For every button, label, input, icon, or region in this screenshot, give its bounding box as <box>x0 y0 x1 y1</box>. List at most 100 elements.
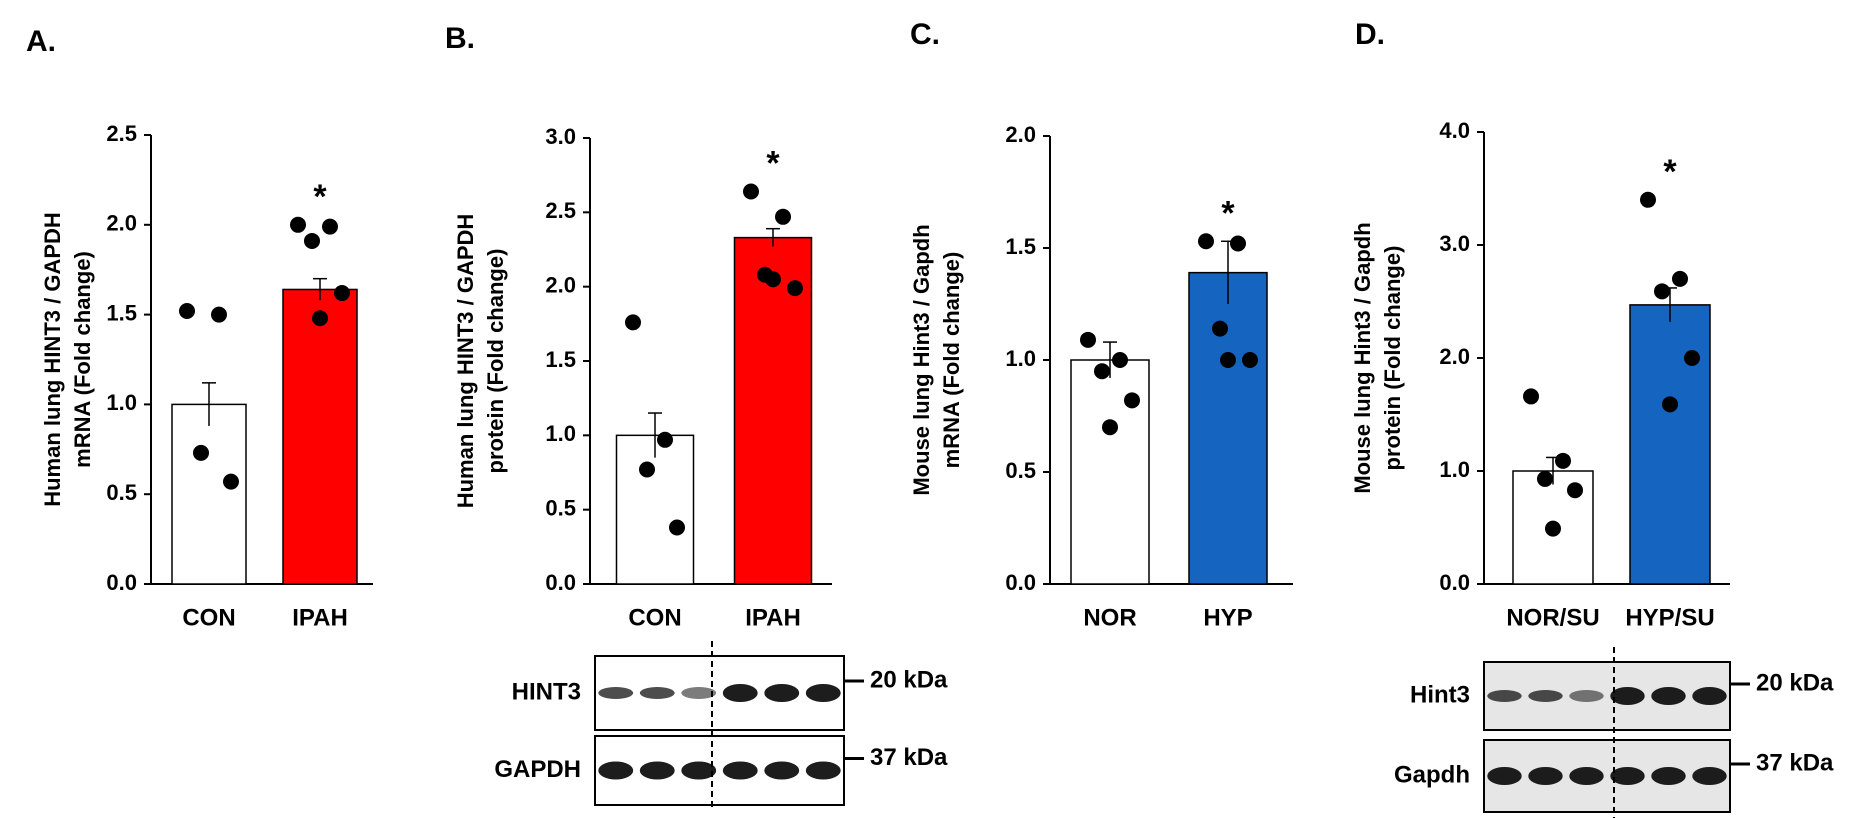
blot-band <box>722 684 758 702</box>
data-point <box>179 303 195 320</box>
blot-band <box>1692 687 1727 705</box>
data-point <box>1112 352 1128 368</box>
western-blot: Hint3 20 kDa Gapdh 37 kDa <box>1394 647 1834 818</box>
y-tick-label: 1.0 <box>545 421 576 446</box>
y-axis-label: mRNA (Fold change) <box>939 252 964 469</box>
y-tick-label: 1.5 <box>106 300 137 325</box>
blot-label: Gapdh <box>1394 761 1470 788</box>
significance-mark: * <box>766 145 780 183</box>
data-point <box>1555 452 1571 469</box>
y-tick-label: 0.5 <box>106 480 137 505</box>
x-tick-label: IPAH <box>292 604 348 631</box>
blot-band <box>764 761 800 780</box>
size-label: 20 kDa <box>1756 669 1834 696</box>
panel-label: A. <box>26 25 56 58</box>
y-axis-label: Human lung HINT3 / GAPDH <box>40 212 65 507</box>
blot-band <box>1569 690 1604 702</box>
data-point <box>334 285 350 302</box>
bar <box>171 403 247 585</box>
data-point <box>765 271 781 288</box>
panel-label: D. <box>1355 18 1385 51</box>
y-tick-label: 2.5 <box>106 121 137 146</box>
blot-band <box>598 687 634 699</box>
data-point <box>1198 233 1214 250</box>
data-point <box>1672 270 1688 287</box>
data-point <box>1662 396 1678 413</box>
y-tick-label: 2.5 <box>545 198 576 223</box>
y-tick-label: 3.0 <box>545 124 576 149</box>
significance-mark: * <box>1221 194 1235 232</box>
blot-band <box>1487 767 1522 785</box>
data-point <box>193 444 209 461</box>
y-tick-label: 1.0 <box>1439 457 1470 482</box>
data-point <box>1684 350 1700 366</box>
y-tick-label: 2.0 <box>1005 122 1036 147</box>
blot-band <box>1651 687 1686 705</box>
data-point <box>211 306 227 323</box>
blot-frame <box>594 735 845 806</box>
data-point <box>1537 470 1553 487</box>
y-tick-label: 2.0 <box>1439 344 1470 369</box>
blot-band <box>805 684 841 702</box>
data-point <box>1124 392 1140 409</box>
size-label: 37 kDa <box>1756 749 1834 776</box>
data-point <box>304 232 320 249</box>
y-tick-label: 4.0 <box>1439 118 1470 143</box>
y-tick-label: 1.5 <box>1005 234 1036 259</box>
blot-frame <box>1483 739 1731 813</box>
blot-band <box>1610 687 1645 705</box>
data-point <box>1567 482 1583 499</box>
blot-band <box>1692 767 1727 785</box>
x-tick-label: CON <box>628 604 681 631</box>
y-tick-label: 1.5 <box>545 347 576 372</box>
blot-band <box>681 761 717 780</box>
bar <box>1070 359 1150 585</box>
data-point <box>639 461 655 478</box>
blot-band <box>1528 767 1563 785</box>
blot-band <box>722 761 758 780</box>
blot-band <box>805 761 841 780</box>
blot-band <box>681 687 717 699</box>
data-point <box>1523 388 1539 405</box>
significance-mark: * <box>1663 153 1677 191</box>
data-point <box>1080 331 1096 348</box>
data-point <box>1640 191 1656 208</box>
blot-band <box>639 687 675 699</box>
bar <box>282 288 358 585</box>
data-point <box>1654 283 1670 300</box>
data-point <box>223 473 239 490</box>
data-point <box>669 519 685 536</box>
y-tick-label: 2.0 <box>545 272 576 297</box>
blot-band <box>1651 767 1686 785</box>
x-tick-label: NOR <box>1083 604 1136 631</box>
y-axis-label: protein (Fold change) <box>1380 246 1405 471</box>
y-tick-label: 1.0 <box>106 390 137 415</box>
y-tick-label: 0.0 <box>1439 570 1470 595</box>
x-tick-label: CON <box>182 604 235 631</box>
data-point <box>1220 352 1236 368</box>
blot-band <box>1569 767 1604 785</box>
data-point <box>1212 320 1228 337</box>
y-tick-label: 0.5 <box>545 495 576 520</box>
data-point <box>743 183 759 200</box>
blot-band <box>598 761 634 780</box>
y-tick-label: 0.0 <box>106 570 137 595</box>
blot-label: GAPDH <box>494 756 581 783</box>
blot-frame <box>594 655 845 731</box>
data-point <box>1094 363 1110 380</box>
y-tick-label: 1.0 <box>1005 346 1036 371</box>
blot-frame <box>1483 661 1731 731</box>
y-tick-label: 0.0 <box>1005 570 1036 595</box>
data-point <box>1230 235 1246 252</box>
y-axis-label: Mouse lung Hint3 / Gapdh <box>909 224 934 495</box>
y-tick-label: 2.0 <box>106 211 137 236</box>
data-point <box>787 280 803 297</box>
data-point <box>657 431 673 448</box>
blot-label: HINT3 <box>512 678 581 705</box>
size-label: 20 kDa <box>870 666 948 693</box>
data-point <box>1545 520 1561 537</box>
y-tick-label: 0.0 <box>545 570 576 595</box>
blot-band <box>1528 690 1563 702</box>
bar <box>733 236 813 585</box>
